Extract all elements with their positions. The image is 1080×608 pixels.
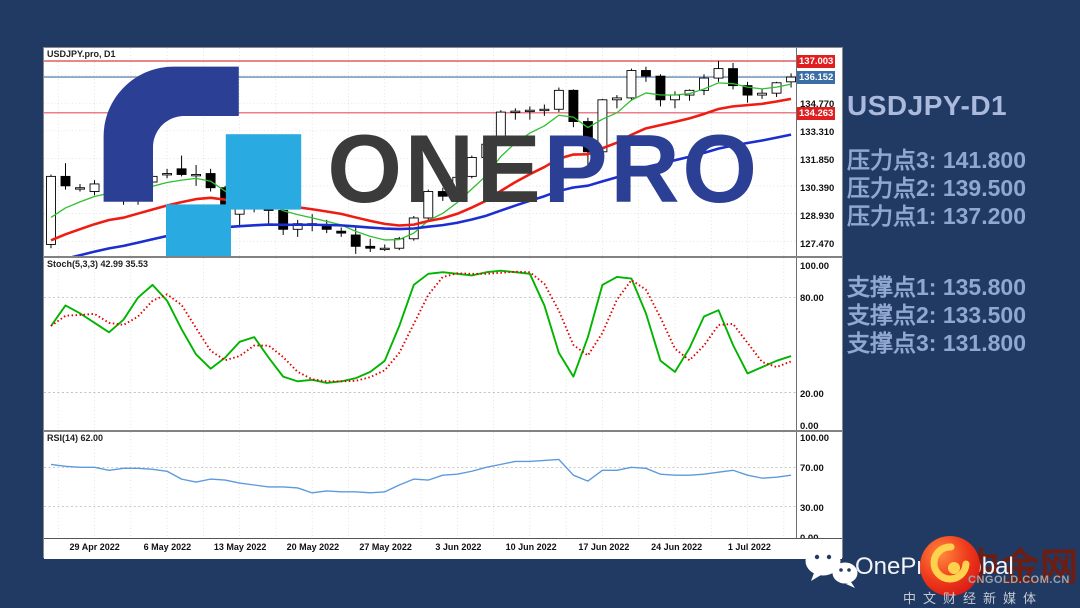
resistance-value: 139.500 bbox=[942, 175, 1026, 201]
resistance-label: 压力点2: bbox=[847, 175, 937, 201]
price-panel: USDJPY.pro, D1 ONEPRO 137.003 136.152 134.… bbox=[44, 48, 842, 256]
axis-label: 128.930 bbox=[800, 210, 835, 222]
support-level-1: 支撑点1: 135.800 bbox=[847, 273, 1026, 301]
rsi-plot: RSI(14) 62.00 bbox=[44, 432, 796, 538]
resistance-level-3: 压力点3: 141.800 bbox=[847, 146, 1026, 174]
support-label: 支撑点1: bbox=[847, 274, 937, 300]
onepro-logo-square-2 bbox=[166, 204, 231, 256]
date-label: 27 May 2022 bbox=[359, 542, 412, 552]
stochastic-label: Stoch(5,3,3) 42.99 35.53 bbox=[47, 259, 149, 269]
price-axis: 137.003 136.152 134.770 134.263 133.310 131.8… bbox=[796, 48, 842, 256]
axis-label: 131.850 bbox=[800, 154, 835, 166]
axis-label: 0.00 bbox=[800, 420, 819, 432]
axis-label: 133.310 bbox=[800, 126, 835, 138]
axis-label: 80.00 bbox=[800, 292, 824, 304]
date-label: 10 Jun 2022 bbox=[505, 542, 557, 552]
axis-label: 127.470 bbox=[800, 238, 835, 250]
date-label: 13 May 2022 bbox=[213, 542, 267, 552]
date-label: 29 Apr 2022 bbox=[69, 542, 120, 552]
resistance-label: 压力点3: bbox=[847, 147, 937, 173]
axis-label: 70.00 bbox=[800, 462, 824, 474]
support-value: 131.800 bbox=[942, 330, 1026, 356]
onepro-logo-text-one: ONE bbox=[327, 116, 543, 223]
axis-label: 30.00 bbox=[800, 502, 824, 514]
onepro-logo-square-1 bbox=[225, 134, 302, 210]
date-label: 24 Jun 2022 bbox=[651, 542, 703, 552]
support-level-3: 支撑点3: 131.800 bbox=[847, 329, 1026, 357]
stochastic-axis: 100.00 80.00 20.00 0.00 bbox=[796, 258, 842, 432]
axis-label: 100.00 bbox=[800, 432, 830, 444]
support-value: 135.800 bbox=[942, 274, 1026, 300]
resistance-value: 141.800 bbox=[942, 147, 1026, 173]
axis-label: 137.003 bbox=[797, 54, 836, 68]
media-tagline: 中文财经新媒体 bbox=[903, 591, 1044, 606]
wechat-icon bbox=[805, 546, 858, 588]
date-label: 17 Jun 2022 bbox=[578, 542, 630, 552]
onepro-logo-arc bbox=[103, 66, 239, 202]
axis-label: 20.00 bbox=[800, 388, 824, 400]
candlestick-chart bbox=[44, 48, 796, 256]
support-levels: 支撑点1: 135.800 支撑点2: 133.500 支撑点3: 131.80… bbox=[847, 273, 1026, 357]
svg-text:ONEPRO: ONEPRO bbox=[327, 116, 760, 223]
resistance-levels: 压力点3: 141.800 压力点2: 139.500 压力点1: 137.20… bbox=[847, 146, 1026, 230]
axis-label: 134.263 bbox=[797, 107, 836, 121]
chart-window: USDJPY.pro, D1 ONEPRO 137.003 136.152 134.… bbox=[43, 47, 843, 559]
resistance-level-2: 压力点2: 139.500 bbox=[847, 174, 1026, 202]
support-level-2: 支撑点2: 133.500 bbox=[847, 301, 1026, 329]
stochastic-chart bbox=[44, 258, 796, 430]
resistance-level-1: 压力点1: 137.200 bbox=[847, 202, 1026, 230]
cngold-domain: CNGOLD.COM.CN bbox=[968, 574, 1070, 586]
date-label: 20 May 2022 bbox=[286, 542, 340, 552]
axis-label: 130.390 bbox=[800, 182, 835, 194]
axis-label: 134.770 bbox=[800, 98, 835, 110]
date-axis: 29 Apr 2022 6 May 2022 13 May 2022 20 May 2… bbox=[44, 538, 842, 559]
stochastic-plot: Stoch(5,3,3) 42.99 35.53 bbox=[44, 258, 796, 430]
stochastic-panel: Stoch(5,3,3) 42.99 35.53 100.00 80.00 20.0… bbox=[44, 256, 842, 432]
date-label: 6 May 2022 bbox=[143, 542, 192, 552]
onepro-logo-text-pro: PRO bbox=[543, 116, 759, 223]
cngold-wordmark: 中金网 bbox=[962, 547, 1080, 589]
page-title: USDJPY-D1 bbox=[847, 90, 1008, 121]
support-value: 133.500 bbox=[942, 302, 1026, 328]
resistance-label: 压力点1: bbox=[847, 203, 937, 229]
onepro-logo: ONEPRO bbox=[103, 66, 760, 256]
support-label: 支撑点2: bbox=[847, 302, 937, 328]
rsi-label: RSI(14) 62.00 bbox=[47, 433, 104, 443]
support-label: 支撑点3: bbox=[847, 330, 937, 356]
price-plot: USDJPY.pro, D1 ONEPRO bbox=[44, 48, 796, 256]
axis-label: 100.00 bbox=[800, 260, 830, 272]
date-label: 3 Jun 2022 bbox=[435, 542, 482, 552]
rsi-chart bbox=[44, 432, 796, 538]
resistance-value: 137.200 bbox=[942, 203, 1026, 229]
cngold-logo-icon bbox=[920, 536, 980, 596]
symbol-label: USDJPY.pro, D1 bbox=[47, 49, 116, 59]
date-label: 1 Jul 2022 bbox=[727, 542, 771, 552]
axis-label: 136.152 bbox=[797, 70, 836, 84]
